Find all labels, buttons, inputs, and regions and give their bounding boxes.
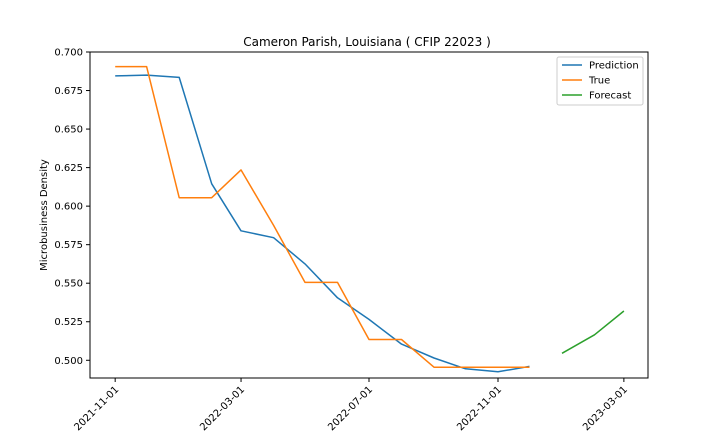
y-tick-label: 0.650 — [54, 125, 83, 136]
legend: Prediction True Forecast — [556, 56, 644, 106]
y-tick-label: 0.675 — [54, 86, 83, 97]
y-tick-label: 0.500 — [54, 356, 83, 367]
y-axis-label: Microbusiness Density — [39, 159, 50, 271]
y-tick-label: 0.625 — [54, 163, 83, 174]
y-tick-label: 0.600 — [54, 202, 83, 213]
legend-label-forecast: Forecast — [589, 91, 631, 102]
legend-box — [556, 56, 644, 106]
series-layer — [115, 65, 625, 373]
legend-label-true: True — [588, 76, 610, 87]
series-line-forecast — [561, 310, 625, 354]
y-tick-label: 0.550 — [54, 279, 83, 290]
y-tick-label: 0.525 — [54, 317, 83, 328]
legend-label-prediction: Prediction — [589, 61, 639, 72]
y-tick-label: 0.575 — [54, 240, 83, 251]
chart-title: Cameron Parish, Louisiana ( CFIP 22023 ) — [243, 35, 491, 49]
y-tick-label: 0.700 — [54, 48, 83, 59]
y-axis: 0.500 0.525 0.550 0.575 0.600 0.625 0.650 0.675… — [54, 48, 90, 367]
series-line-true — [115, 65, 530, 368]
